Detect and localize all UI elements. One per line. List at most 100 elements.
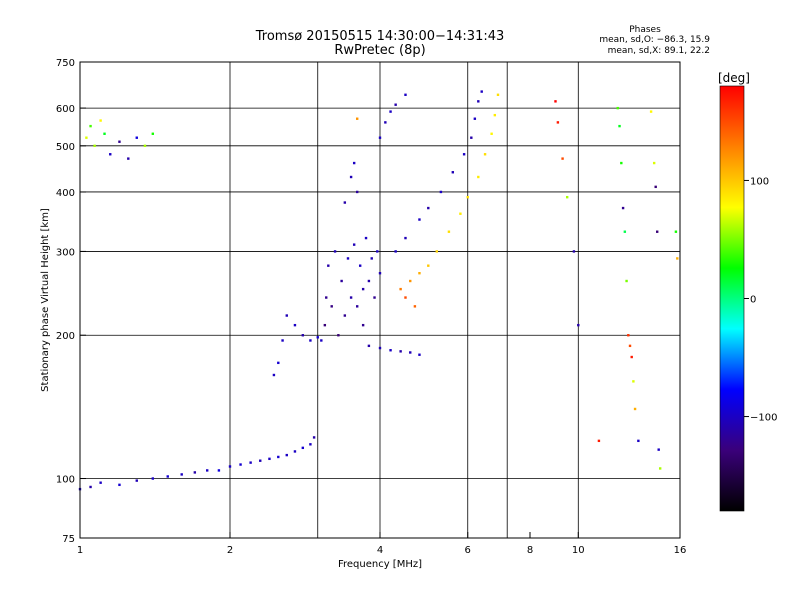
data-point [462, 153, 466, 156]
data-point [293, 450, 297, 453]
data-point [325, 296, 328, 299]
data-point [378, 346, 382, 350]
data-point [480, 90, 483, 93]
data-point [239, 463, 242, 466]
x-tick-label: 8 [527, 545, 533, 556]
data-point [561, 157, 564, 160]
data-point [618, 124, 621, 128]
x-tick-label: 1 [77, 545, 83, 556]
data-point [676, 257, 679, 260]
data-point [439, 190, 443, 194]
data-point [376, 250, 379, 253]
data-point [623, 230, 627, 233]
data-point [496, 93, 500, 96]
data-point [135, 479, 138, 482]
data-point [364, 236, 368, 240]
data-point [649, 110, 653, 113]
data-point [301, 446, 305, 450]
chart-subtitle: RwPretec (8p) [334, 43, 425, 58]
data-point [193, 471, 197, 474]
data-point [89, 485, 92, 489]
data-point [654, 185, 657, 189]
colorbar [719, 85, 745, 512]
data-point [409, 279, 412, 283]
data-points [78, 90, 679, 491]
data-point [361, 287, 365, 291]
data-point [427, 264, 430, 267]
stats-line-o: mean, sd,O: −86.3, 15.9 [599, 35, 710, 45]
x-axis: 1 2 4 6 8 10 16 [77, 532, 687, 556]
y-tick-label: 100 [56, 475, 75, 486]
data-point [378, 272, 382, 275]
data-point [333, 250, 337, 253]
y-axis-label: Stationary phase Virtual Height [km] [40, 208, 51, 392]
data-point [349, 296, 353, 299]
data-point [309, 339, 312, 342]
data-point [427, 206, 430, 210]
data-point [409, 351, 412, 354]
x-tick-label: 10 [572, 545, 585, 556]
data-point [285, 453, 288, 457]
data-point [630, 355, 633, 359]
data-point [361, 323, 365, 327]
data-point [451, 171, 455, 174]
data-point [459, 212, 462, 215]
data-point [628, 344, 632, 348]
data-point [447, 230, 451, 233]
data-point [657, 448, 660, 451]
x-tick-label: 4 [377, 545, 383, 556]
colorbar-tick-label: 100 [750, 176, 769, 187]
y-tick-label: 75 [62, 534, 75, 545]
data-point [151, 132, 155, 135]
data-point [658, 467, 662, 470]
data-point [404, 93, 407, 96]
data-point [259, 459, 262, 462]
data-point [627, 334, 630, 337]
data-point [399, 287, 402, 291]
data-point [340, 279, 343, 283]
data-point [378, 136, 382, 139]
data-point [470, 136, 473, 139]
data-point [320, 339, 323, 342]
x-axis-label: Frequency [MHz] [338, 559, 422, 570]
data-point [597, 439, 601, 443]
y-axis: 75 100 200 300 400 500 600 750 [56, 58, 86, 545]
y-tick-label: 750 [56, 58, 75, 69]
colorbar-label: [deg] [718, 71, 750, 85]
y-tick-label: 600 [56, 104, 75, 115]
data-point [556, 121, 560, 124]
data-point [228, 465, 232, 468]
data-point [127, 157, 130, 160]
x-tick-label: 16 [674, 545, 687, 556]
data-point [418, 272, 421, 275]
y-tick-label: 200 [56, 331, 75, 342]
data-point [373, 296, 376, 299]
data-point [166, 475, 169, 478]
data-point [355, 117, 359, 120]
data-point [312, 436, 316, 439]
data-point [355, 190, 359, 194]
grid-lines [80, 62, 680, 538]
data-point [135, 136, 138, 139]
data-point [477, 175, 480, 179]
y-tick-label: 300 [56, 247, 75, 258]
data-point [118, 483, 121, 487]
data-point [404, 296, 407, 299]
data-point [355, 305, 359, 308]
data-point [343, 201, 347, 204]
data-point [466, 195, 469, 199]
data-point [337, 334, 340, 337]
data-point [652, 161, 656, 165]
data-point [493, 113, 497, 117]
data-point [151, 477, 155, 480]
data-point [625, 279, 628, 283]
y-tick-label: 500 [56, 142, 75, 153]
data-point [205, 469, 209, 472]
data-point [620, 161, 623, 165]
data-point [418, 218, 421, 221]
data-point [565, 195, 569, 199]
data-point [85, 136, 88, 139]
y-tick-label: 400 [56, 188, 75, 199]
data-point [633, 407, 637, 411]
